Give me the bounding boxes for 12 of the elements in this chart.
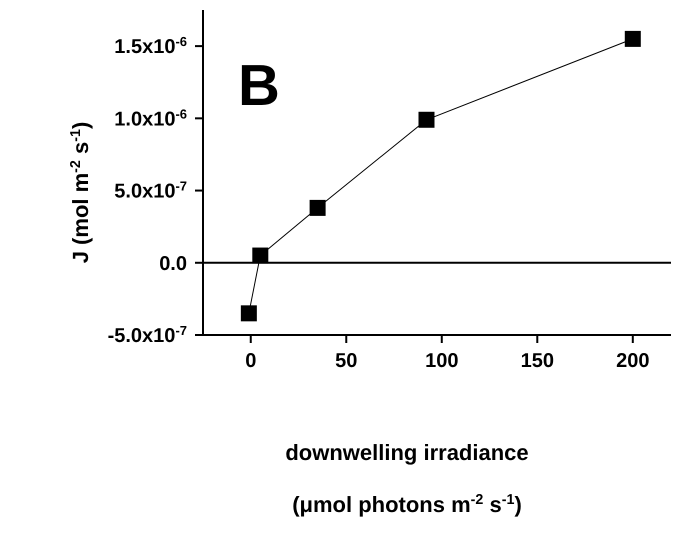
x-tick-label: 150 <box>520 350 554 372</box>
y-tick-label: 0.0 <box>159 252 187 275</box>
y-tick-label: 1.5x10$^{-6}$ <box>114 34 187 58</box>
text: downwelling irradiance (μmol photons m$^{-2}$ s$^{-1}$) <box>285 440 529 517</box>
y-tick-label: 1.0x10$^{-6}$ <box>114 106 187 130</box>
y-tick-label: -5.0x10$^{-7}$ <box>108 322 187 347</box>
x-tick-label: 50 <box>335 350 358 372</box>
x-tick-label: 0 <box>245 350 256 372</box>
annotation: B <box>238 53 280 118</box>
y-tick-label: 5.0x10$^{-7}$ <box>114 178 187 203</box>
x-tick-label: 200 <box>616 350 650 372</box>
x-tick-label: 100 <box>425 350 458 372</box>
